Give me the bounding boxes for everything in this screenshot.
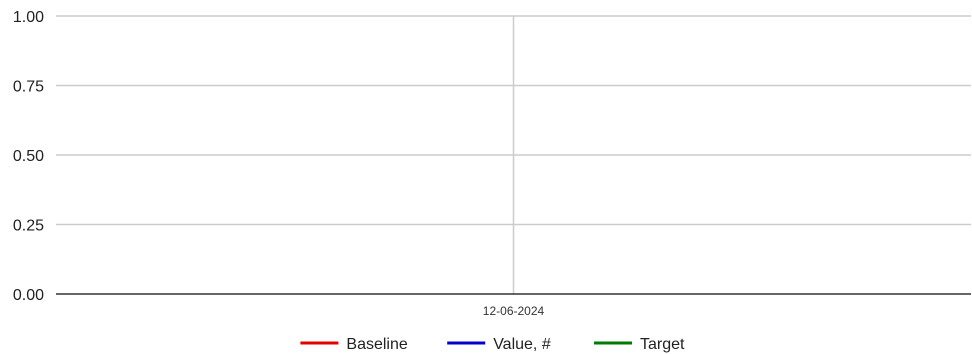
x-tick-label: 12-06-2024 <box>483 304 545 318</box>
legend-label: Value, # <box>493 336 551 353</box>
legend: Baseline Value, # Target <box>300 336 685 353</box>
legend-label: Baseline <box>346 336 407 353</box>
y-tick-label: 0.75 <box>13 79 44 96</box>
legend-item: Target <box>594 336 685 353</box>
y-tick-label: 0.25 <box>13 218 44 235</box>
y-tick-label: 0.00 <box>13 287 44 304</box>
legend-item: Baseline <box>300 336 408 353</box>
y-tick-label: 0.50 <box>13 148 44 165</box>
legend-label: Target <box>640 336 685 353</box>
legend-item: Value, # <box>447 336 551 353</box>
y-axis: 0.00 0.25 0.50 0.75 1.00 <box>13 9 44 304</box>
y-tick-label: 1.00 <box>13 9 44 26</box>
x-axis: 12-06-2024 <box>56 293 971 318</box>
grid <box>56 15 971 294</box>
